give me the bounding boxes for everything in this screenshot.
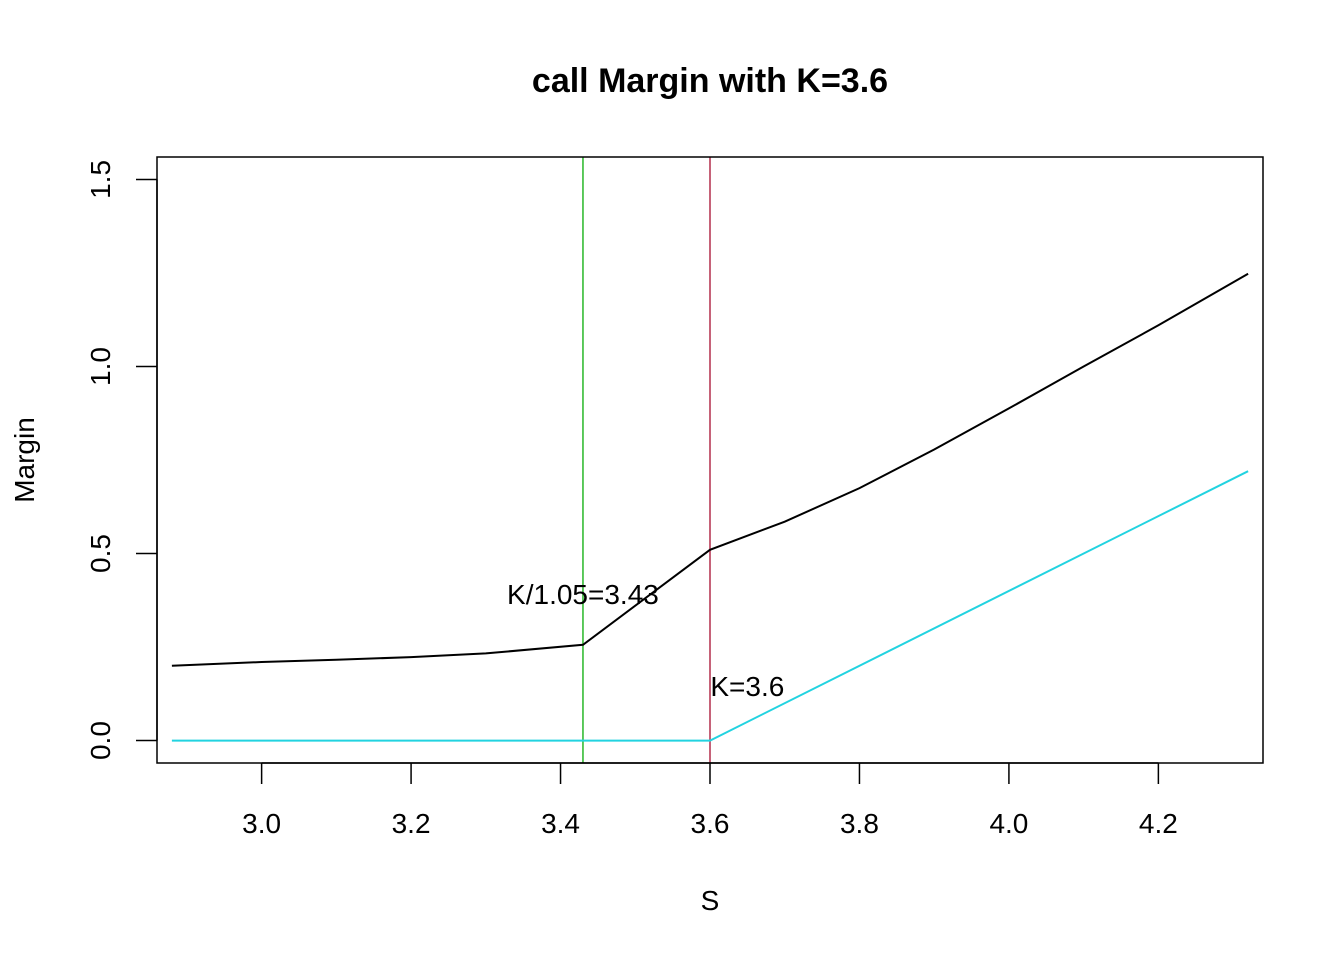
x-tick-label: 4.2	[1139, 808, 1178, 839]
x-tick-label: 4.0	[989, 808, 1028, 839]
x-axis-label: S	[701, 885, 720, 916]
series-line	[171, 470, 1249, 742]
annotations: K/1.05=3.43 K=3.6	[507, 579, 784, 702]
series-line	[171, 272, 1249, 667]
y-tick-label: 0.5	[85, 534, 116, 573]
x-tick-label: 3.4	[541, 808, 580, 839]
y-tick-label: 0.0	[85, 721, 116, 760]
x-tick-label: 3.2	[392, 808, 431, 839]
y-axis: 0.0 0.5 1.0 1.5	[85, 160, 158, 760]
x-tick-label: 3.0	[242, 808, 281, 839]
plot-area	[171, 157, 1249, 763]
x-tick-label: 3.6	[691, 808, 730, 839]
x-axis: 3.0 3.2 3.4 3.6 3.8 4.0 4.2	[242, 762, 1178, 839]
y-tick-label: 1.5	[85, 160, 116, 199]
y-tick-label: 1.0	[85, 347, 116, 386]
y-axis-label: Margin	[9, 417, 40, 503]
x-tick-label: 3.8	[840, 808, 879, 839]
chart-title: call Margin with K=3.6	[532, 62, 888, 100]
annotation-label: K=3.6	[710, 671, 784, 702]
annotation-label: K/1.05=3.43	[507, 579, 659, 610]
